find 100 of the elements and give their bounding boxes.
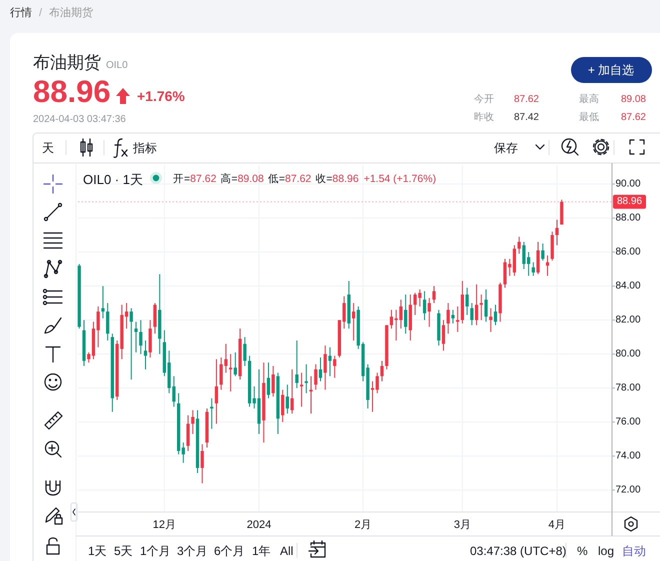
annotation: 最高 (579, 94, 599, 105)
candlestick (153, 302, 157, 334)
annotation: 开= (173, 173, 190, 185)
annotation: 自动 (622, 544, 646, 558)
y-tick-label: 78.00 (615, 382, 641, 394)
candlestick (546, 254, 550, 276)
y-tick-label: 90.00 (615, 178, 641, 190)
candlestick (139, 320, 142, 355)
candlestick (480, 294, 483, 321)
annotation: 行情 (10, 7, 32, 19)
annotation: 天 (42, 141, 54, 155)
annotation: 6个月 (214, 544, 245, 558)
candlestick (130, 308, 133, 380)
candlestick (333, 355, 336, 378)
candlestick (281, 389, 284, 423)
y-tick-label: 80.00 (615, 348, 641, 360)
candlestick (200, 444, 204, 484)
candlestick (352, 302, 356, 341)
annotation: 88.96 (332, 173, 359, 185)
candlestick (300, 372, 304, 408)
candlestick (134, 321, 138, 353)
annotation: 收= (315, 173, 332, 185)
candlestick (555, 219, 559, 246)
annotation: 87.42 (514, 112, 539, 123)
y-tick-label: 72.00 (615, 484, 641, 496)
candlestick (380, 360, 384, 382)
annotation: 低= (268, 173, 285, 185)
annotation: 88.96 (33, 74, 111, 109)
candlestick (474, 284, 478, 326)
annotation: 89.08 (238, 173, 264, 185)
candlestick (272, 365, 275, 398)
y-tick-label: 86.00 (615, 246, 641, 258)
candlestick (266, 362, 270, 399)
candlestick (286, 384, 289, 414)
annotation: 高= (220, 173, 238, 185)
annotation: +1.54 (+1.76%) (364, 173, 436, 185)
annotation: 1年 (252, 544, 271, 558)
candlestick (304, 364, 308, 394)
candlestick (106, 302, 110, 341)
candlestick (456, 306, 460, 332)
candlestick (560, 199, 564, 226)
candlestick (532, 262, 535, 276)
candlestick (466, 287, 469, 316)
candlestick (186, 414, 190, 452)
x-tick-label: 3月 (454, 519, 471, 531)
candlestick (144, 340, 148, 370)
subtitle: OIL0 (106, 60, 128, 71)
candlestick (229, 354, 232, 392)
annotation: OIL0 · 1天 (83, 172, 143, 187)
candlestick (442, 320, 446, 352)
annotation: 89.08 (620, 94, 646, 105)
annotation: 3个月 (177, 544, 208, 558)
annotation: 保存 (494, 141, 518, 155)
annotation: / (39, 7, 42, 19)
x-tick-label: 12月 (152, 519, 176, 531)
candlestick (191, 410, 194, 434)
candlestick (290, 368, 294, 414)
annotation: log (598, 544, 614, 558)
annotation: +1.76% (137, 88, 185, 104)
annotation: 87.62 (620, 112, 646, 123)
candlestick (314, 364, 318, 390)
candlestick (318, 356, 322, 382)
candlestick (550, 231, 554, 262)
annotation: 指标 (133, 141, 157, 155)
candlestick (489, 308, 492, 332)
candlestick (210, 398, 214, 430)
candlestick (243, 336, 246, 366)
annotation: 5天 (114, 544, 133, 558)
candlestick (428, 297, 431, 328)
annotation: 87.62 (190, 173, 216, 185)
candlestick (422, 290, 426, 321)
candlestick (295, 340, 298, 389)
candlestick (432, 286, 436, 304)
y-tick-label: 74.00 (615, 450, 641, 462)
x-tick-label: 2月 (354, 519, 372, 531)
candlestick (214, 358, 218, 424)
annotation: 昨收 (474, 112, 494, 123)
y-tick-label: 88.00 (615, 212, 641, 224)
candlestick (536, 241, 540, 275)
annotation: 2024-04-03 03:47:36 (33, 114, 126, 125)
candlestick (101, 286, 105, 319)
annotation: 今开 (474, 94, 494, 105)
annotation: + 加自选 (588, 63, 634, 77)
annotation: 布油期货 (49, 7, 94, 19)
candlestick (404, 294, 408, 334)
y-tick-label: 76.00 (615, 416, 641, 428)
candlestick (518, 236, 521, 254)
candlestick (148, 320, 152, 358)
annotation: 87.62 (284, 173, 312, 185)
candlestick (234, 352, 237, 377)
y-tick-label: 82.00 (615, 314, 641, 326)
x-tick-label: 4月 (548, 519, 566, 531)
candlestick (446, 302, 450, 334)
annotation: 1个月 (140, 544, 171, 558)
candlestick (451, 309, 455, 324)
y-tick-label: 84.00 (615, 280, 641, 292)
annotation: 03:47:38 (UTC+8) (470, 544, 566, 558)
ref-line-label: 88.96 (616, 196, 642, 208)
candlestick (470, 302, 474, 326)
annotation: 1天 (88, 544, 107, 558)
